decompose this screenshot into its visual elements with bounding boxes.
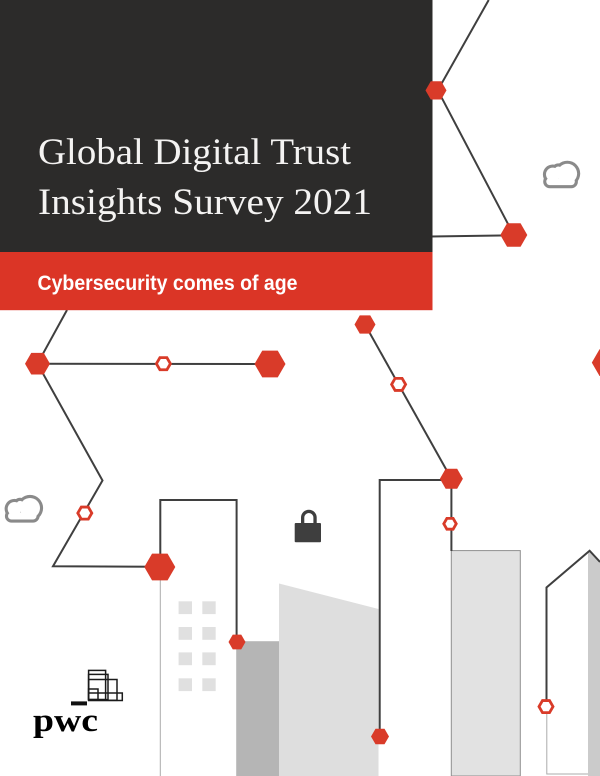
- svg-text:Cybersecurity comes of age: Cybersecurity comes of age: [38, 272, 298, 295]
- svg-text:Global Digital Trust: Global Digital Trust: [38, 131, 351, 172]
- svg-text:pwc: pwc: [33, 703, 98, 739]
- svg-text:Insights Survey 2021: Insights Survey 2021: [38, 181, 372, 222]
